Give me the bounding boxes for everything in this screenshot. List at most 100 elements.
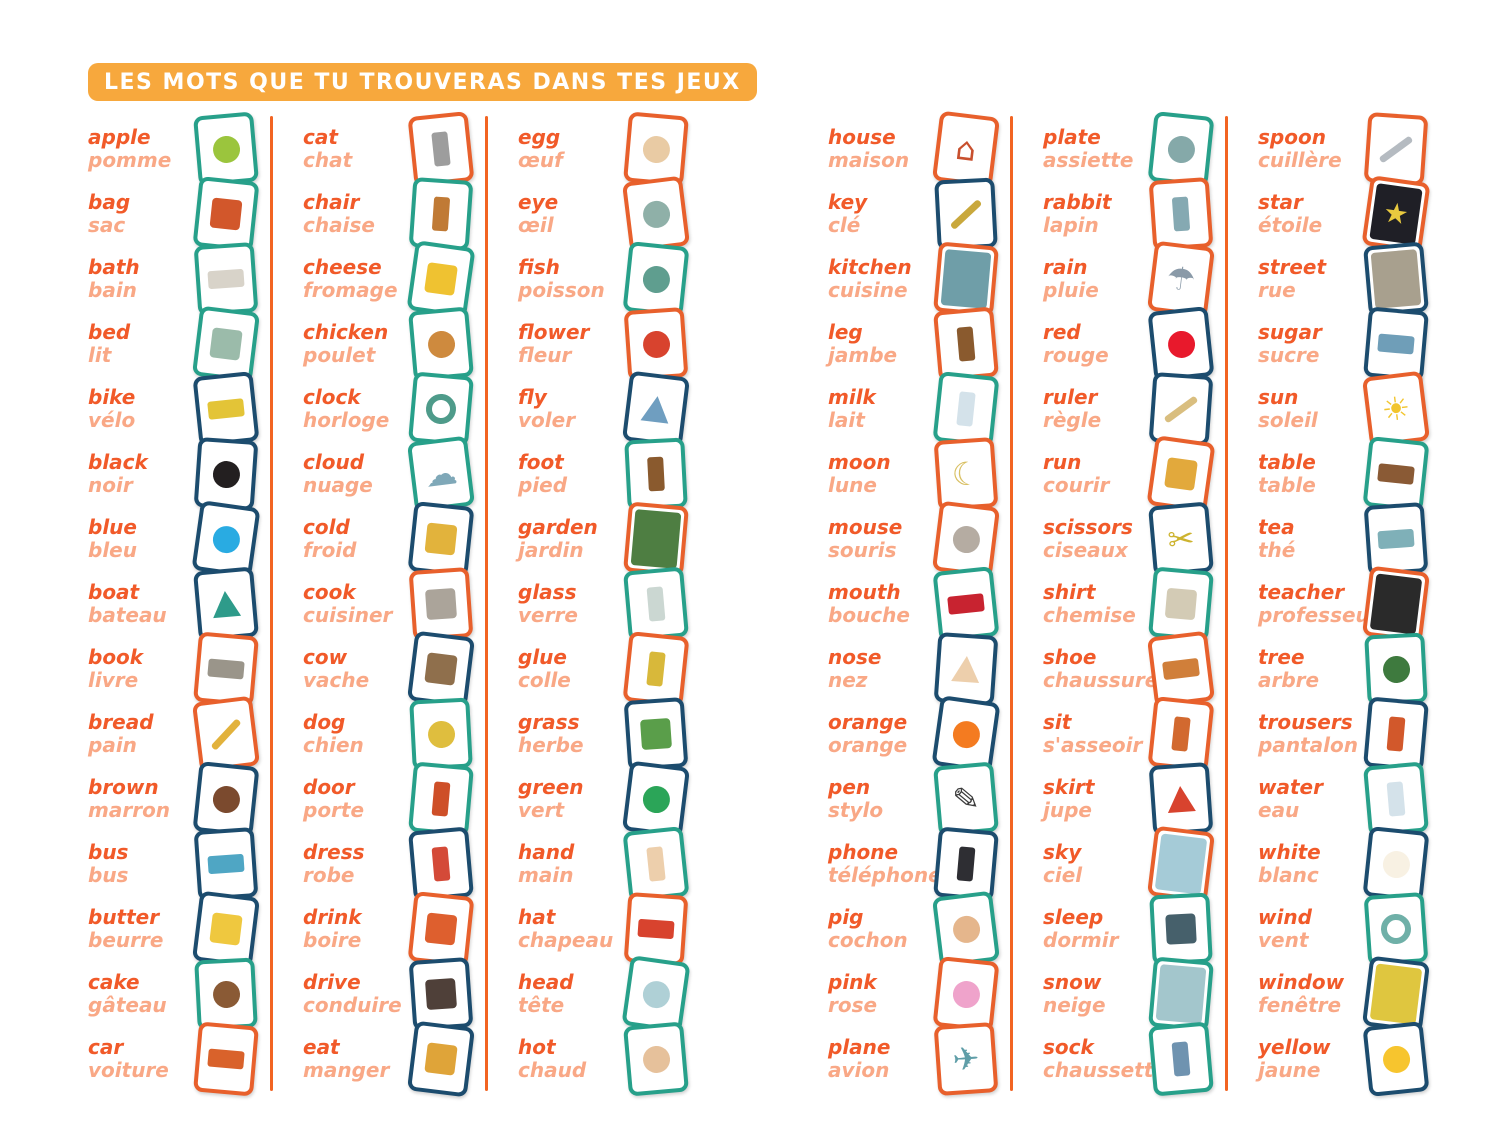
grass-icon xyxy=(639,717,673,750)
word-english: cake xyxy=(88,969,140,994)
fish-icon xyxy=(641,263,671,294)
flashcard xyxy=(1361,955,1431,1032)
word-french: chaussure xyxy=(1043,667,1159,692)
word-english: sit xyxy=(1043,709,1072,734)
rain-icon: ☂ xyxy=(1164,257,1198,300)
flashcard xyxy=(1148,371,1214,446)
word-entry: trousers pantalon xyxy=(1258,696,1440,771)
butter-icon xyxy=(209,911,243,946)
word-french: beurre xyxy=(88,927,164,952)
word-english: shoe xyxy=(1043,644,1097,669)
word-entry: fish poisson xyxy=(518,240,700,317)
word-french: neige xyxy=(1043,992,1106,1017)
word-english: red xyxy=(1043,319,1081,344)
word-french: courir xyxy=(1043,472,1110,497)
plate-icon xyxy=(1166,133,1196,164)
yellow-swatch-icon xyxy=(1381,1043,1411,1074)
word-pair: star étoile xyxy=(1258,190,1366,237)
word-french: soleil xyxy=(1258,407,1318,432)
word-pair: cloud nuage xyxy=(303,449,411,497)
snow-icon xyxy=(1155,963,1207,1024)
word-entry: blue bleu xyxy=(88,499,270,578)
word-entry: ruler règle xyxy=(1043,371,1225,446)
flower-icon xyxy=(641,329,671,358)
skirt-icon xyxy=(1166,784,1196,813)
word-english: water xyxy=(1258,774,1323,799)
flashcard xyxy=(933,306,999,381)
right-page: house maison ⌂ key clé kitchen cuisine l… xyxy=(828,110,1440,1097)
flashcard xyxy=(621,954,691,1033)
word-french: pluie xyxy=(1043,277,1099,302)
word-french: table xyxy=(1258,472,1316,497)
word-french: thé xyxy=(1258,537,1296,562)
flashcard xyxy=(623,891,689,966)
word-french: vent xyxy=(1258,927,1309,952)
flashcard xyxy=(931,500,1001,577)
bread-icon xyxy=(210,717,242,750)
word-french: bleu xyxy=(88,537,137,562)
flashcard xyxy=(933,826,999,901)
nose-icon xyxy=(951,654,981,683)
word-french: cochon xyxy=(828,927,908,952)
word-entry: car voiture xyxy=(88,1021,270,1096)
word-pair: hat chapeau xyxy=(518,905,626,952)
sugar-icon xyxy=(1377,332,1415,355)
cow-icon xyxy=(424,651,458,686)
word-entry: nose nez xyxy=(828,631,1010,706)
word-french: verre xyxy=(518,602,578,627)
flashcard xyxy=(1362,1020,1430,1097)
word-english: car xyxy=(88,1034,124,1059)
black-swatch-icon xyxy=(211,459,241,488)
rabbit-icon xyxy=(1171,195,1191,232)
word-entry: dog chien xyxy=(303,696,485,771)
word-entry: mouse souris xyxy=(828,500,1010,577)
left-page: apple pomme bag sac bath bain bed lit bi… xyxy=(88,110,700,1097)
flashcard xyxy=(1363,501,1429,576)
word-english: hand xyxy=(518,839,575,864)
word-french: ciseaux xyxy=(1043,537,1128,562)
word-french: bain xyxy=(88,277,137,302)
word-english: milk xyxy=(828,384,876,409)
word-pair: leg jambe xyxy=(828,320,936,367)
word-english: spoon xyxy=(1258,124,1326,149)
word-entry: rabbit lapin xyxy=(1043,176,1225,251)
word-pair: drink boire xyxy=(303,905,411,952)
word-pair: white blanc xyxy=(1258,840,1366,887)
car-icon xyxy=(207,1047,245,1070)
word-english: phone xyxy=(828,839,899,864)
word-english: pig xyxy=(828,904,864,929)
word-entry: drink boire xyxy=(303,890,485,967)
flashcard: ⌂ xyxy=(931,110,1001,187)
brown-swatch-icon xyxy=(211,783,241,814)
word-entry: table table xyxy=(1258,435,1440,512)
word-entry: teacher professeur xyxy=(1258,565,1440,642)
word-pair: eat manger xyxy=(303,1035,411,1082)
word-english: bus xyxy=(88,839,129,864)
word-french: jardin xyxy=(518,537,584,562)
word-entry: hat chapeau xyxy=(518,891,700,966)
flashcard xyxy=(406,630,476,707)
column-divider xyxy=(485,116,488,1091)
word-french: lune xyxy=(828,472,877,497)
flashcard xyxy=(193,1021,259,1096)
word-entry: snow neige xyxy=(1043,956,1225,1031)
flashcard: ✈ xyxy=(933,1021,999,1096)
word-pair: cow vache xyxy=(303,645,411,692)
cheese-icon xyxy=(424,261,458,296)
word-french: conduire xyxy=(303,992,402,1017)
page-title: LES MOTS QUE TU TROUVERAS DANS TES JEUX xyxy=(104,69,741,95)
word-pair: sugar sucre xyxy=(1258,320,1366,367)
word-french: maison xyxy=(828,147,910,172)
sky-icon xyxy=(1154,832,1208,895)
word-pair: head tête xyxy=(518,970,626,1017)
word-french: nez xyxy=(828,667,868,692)
word-french: boire xyxy=(303,927,362,952)
flashcard: ✎ xyxy=(933,761,999,836)
word-french: gâteau xyxy=(88,992,167,1017)
pen-icon: ✎ xyxy=(950,778,982,819)
red-swatch-icon xyxy=(1166,328,1196,359)
word-english: grass xyxy=(518,709,580,734)
word-english: cloud xyxy=(303,449,365,474)
word-english: fly xyxy=(518,384,547,409)
word-french: jupe xyxy=(1043,797,1092,822)
